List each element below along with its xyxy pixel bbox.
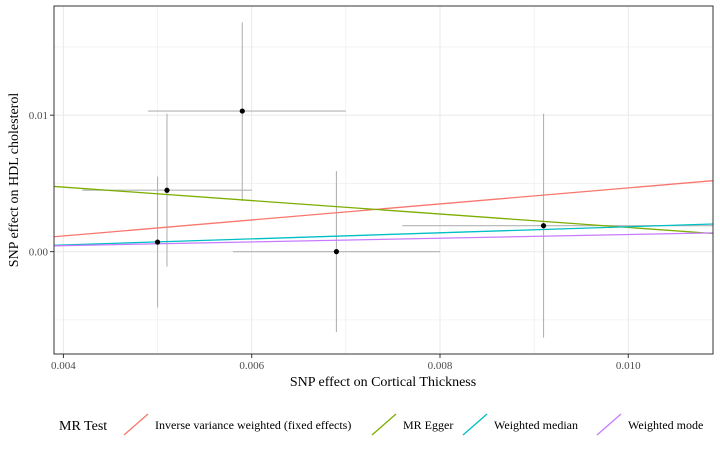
error-bars	[82, 22, 713, 338]
data-point	[154, 239, 161, 245]
x-tick-label: 0.004	[51, 360, 76, 372]
legend-label: Weighted median	[494, 418, 578, 432]
data-points	[154, 108, 547, 255]
legend-key	[123, 413, 149, 436]
legend-label: MR Egger	[403, 418, 453, 432]
data-point	[239, 108, 245, 114]
fit-line	[54, 232, 713, 247]
regression-lines	[54, 180, 713, 247]
fit-line	[54, 223, 713, 246]
y-tick-label: 0.01	[29, 110, 48, 122]
major-gridlines	[54, 6, 713, 354]
legend-key	[462, 413, 488, 436]
x-axis-title: SNP effect on Cortical Thickness	[290, 375, 476, 390]
legend-key	[371, 413, 397, 436]
legend: MR Test Inverse variance weighted (fixed…	[59, 413, 703, 436]
panel-border	[53, 5, 714, 355]
x-tick-label: 0.010	[616, 360, 641, 372]
data-point	[164, 187, 170, 193]
fit-line	[54, 180, 713, 238]
x-axis-ticks: 0.004 0.006 0.008 0.010	[51, 354, 641, 372]
data-point	[333, 249, 340, 255]
x-tick-label: 0.006	[239, 360, 264, 372]
legend-key	[596, 413, 622, 436]
legend-label: Inverse variance weighted (fixed effects…	[155, 418, 351, 432]
y-tick-label: 0.00	[29, 247, 49, 259]
legend-label: Weighted mode	[628, 418, 703, 432]
x-tick-label: 0.008	[428, 360, 453, 372]
y-axis-title: SNP effect on HDL cholesterol	[7, 93, 22, 268]
minor-gridlines	[54, 6, 713, 354]
fit-line	[54, 185, 713, 235]
data-point	[540, 223, 547, 229]
y-axis-ticks: 0.00 0.01	[29, 110, 54, 259]
legend-title: MR Test	[59, 419, 107, 434]
